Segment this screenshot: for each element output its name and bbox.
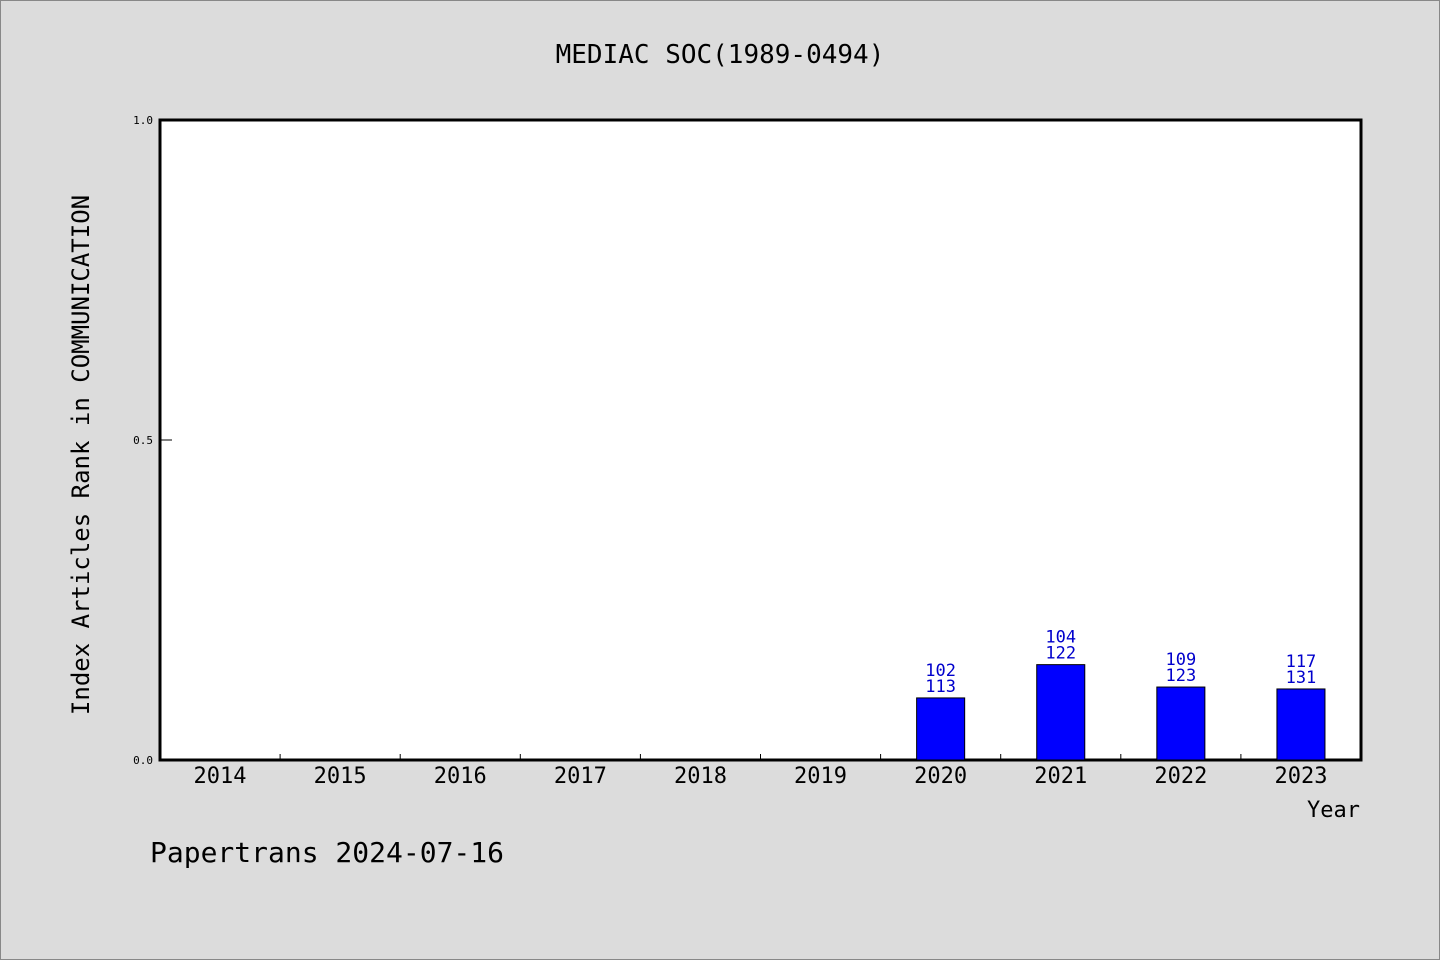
y-tick-label: 0.5 [133,434,153,447]
x-tick-label: 2015 [314,764,367,789]
x-tick-label: 2014 [194,764,247,789]
chart-title: MEDIAC SOC(1989-0494) [556,40,885,70]
bar-total-label: 122 [1045,644,1076,664]
y-tick-label: 1.0 [133,114,153,127]
x-axis: 2014 2015 2016 2017 2018 2019 2020 2021 2022 2023 [194,754,1327,789]
x-tick-label: 2020 [914,764,967,789]
bar-rank-label: 102 [925,661,956,681]
bar-rank-label: 117 [1286,652,1317,672]
x-tick-label: 2021 [1034,764,1087,789]
x-tick-label: 2017 [554,764,607,789]
y-axis-label: Index Articles Rank in COMMUNICATION [67,195,95,715]
bar [916,697,966,761]
x-tick-label: 2022 [1154,764,1207,789]
bar-rank-label: 104 [1045,628,1076,648]
bar-total-label: 113 [925,677,956,697]
y-axis: 0.0 0.5 1.0 [133,114,172,767]
plot-area [158,118,1363,762]
x-axis-label: Year [1307,798,1360,823]
bar [1156,686,1206,761]
x-tick-label: 2018 [674,764,727,789]
bar-total-label: 131 [1286,668,1317,688]
bar-rank-label: 109 [1165,650,1196,670]
bar [1036,664,1086,761]
x-tick-label: 2016 [434,764,487,789]
bar [1276,688,1326,761]
x-tick-label: 2023 [1274,764,1327,789]
y-tick-label: 0.0 [133,754,153,767]
bar-total-label: 123 [1165,666,1196,686]
footer-credit: Papertrans 2024-07-16 [150,836,504,869]
x-tick-label: 2019 [794,764,847,789]
